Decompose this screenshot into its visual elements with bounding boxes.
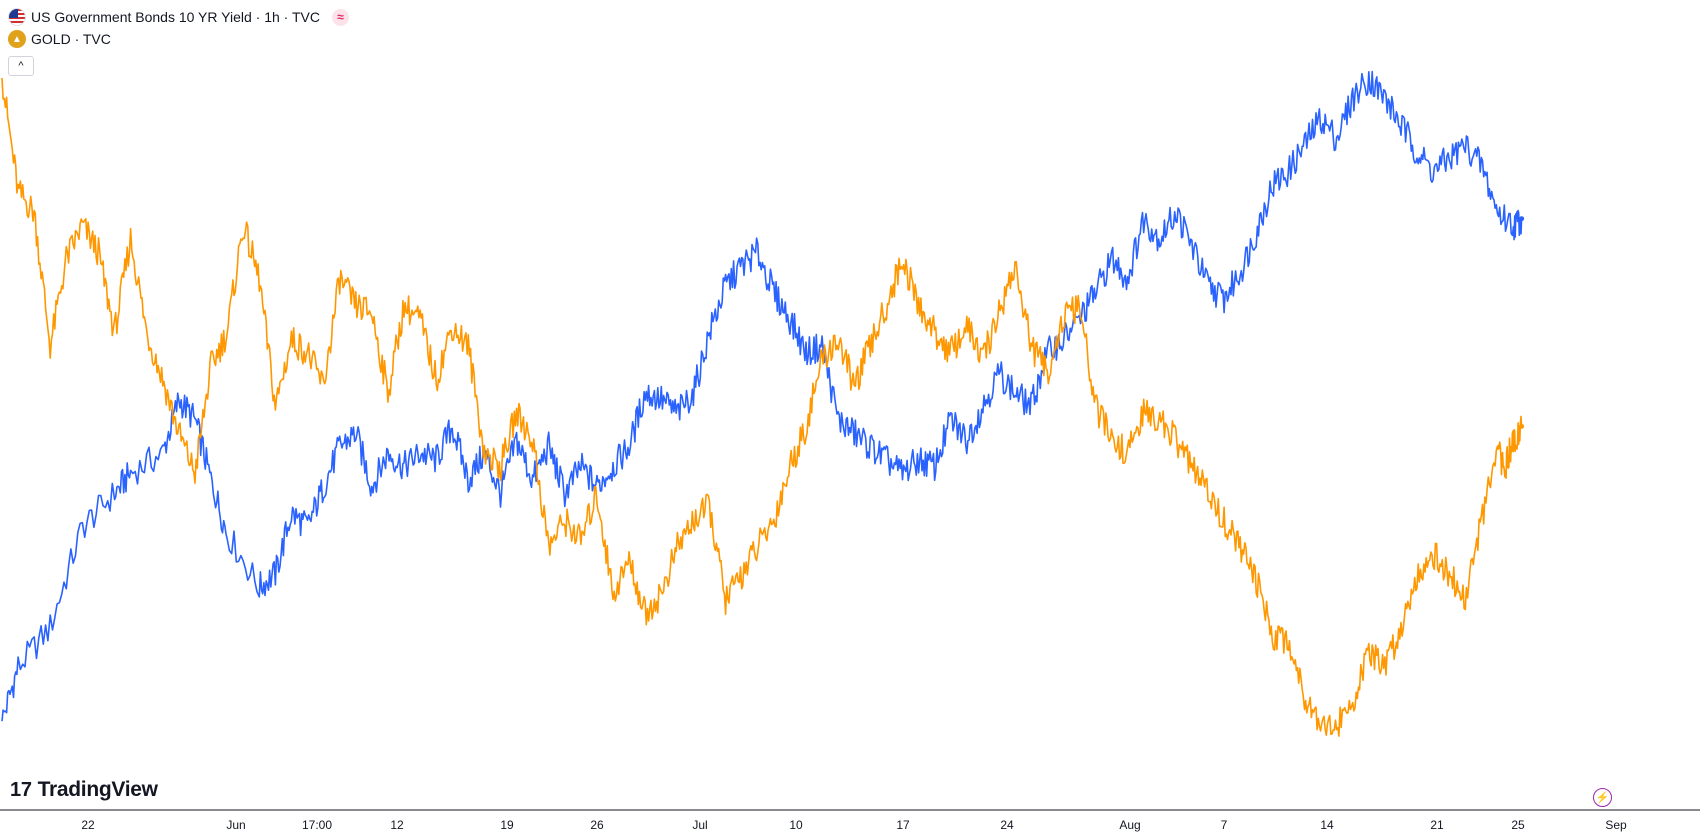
time-axis-tick-label: 26	[590, 818, 604, 832]
gold-series-line[interactable]	[1, 77, 1523, 737]
time-axis-tick-label: Sep	[1605, 818, 1627, 832]
tradingview-logo-icon: 17	[10, 778, 32, 801]
time-axis[interactable]: 22 Jun 17:00 12 19 26 Jul 10 17 24 Aug 7 14 21 25 Sep	[81, 818, 1627, 832]
time-axis-tick-label: 10	[789, 818, 803, 832]
time-axis-tick-label: Jul	[692, 818, 707, 832]
series-layer	[1, 70, 1525, 737]
gold-last-point	[1519, 423, 1525, 429]
approx-icon[interactable]: ≈	[331, 8, 349, 26]
time-axis-tick-label: 24	[1000, 818, 1014, 832]
time-axis-tick-label: 17	[896, 818, 910, 832]
chevron-up-icon: ^	[18, 60, 24, 72]
bond-last-point	[1519, 216, 1525, 222]
legend: US Government Bonds 10 YR Yield · 1h · T…	[8, 6, 349, 76]
legend-row-gold[interactable]: ▲ GOLD · TVC	[8, 28, 349, 50]
time-axis-tick-label: 22	[81, 818, 95, 832]
time-axis-tick-label: 7	[1221, 818, 1228, 832]
time-axis-tick-label: Aug	[1119, 818, 1140, 832]
legend-bond-title[interactable]: US Government Bonds 10 YR Yield · 1h · T…	[31, 9, 320, 25]
time-axis-tick-label: 14	[1320, 818, 1334, 832]
time-axis-tick-label: 21	[1430, 818, 1444, 832]
lightning-icon[interactable]: ⚡	[1593, 788, 1612, 807]
time-axis-tick-label: 19	[500, 818, 514, 832]
logo-text: TradingView	[37, 778, 158, 801]
gold-bar-icon: ▲	[8, 30, 26, 48]
time-axis-tick-label: 25	[1511, 818, 1525, 832]
us-flag-icon	[8, 8, 26, 26]
time-axis-tick-label: Jun	[226, 818, 245, 832]
time-axis-tick-label: 17:00	[302, 818, 332, 832]
legend-gold-title[interactable]: GOLD · TVC	[31, 31, 111, 47]
legend-row-bond[interactable]: US Government Bonds 10 YR Yield · 1h · T…	[8, 6, 349, 28]
bond-yield-series-line[interactable]	[1, 70, 1523, 722]
legend-collapse-button[interactable]: ^	[8, 56, 34, 76]
tradingview-logo[interactable]: 17 TradingView	[10, 778, 158, 802]
time-axis-tick-label: 12	[390, 818, 404, 832]
